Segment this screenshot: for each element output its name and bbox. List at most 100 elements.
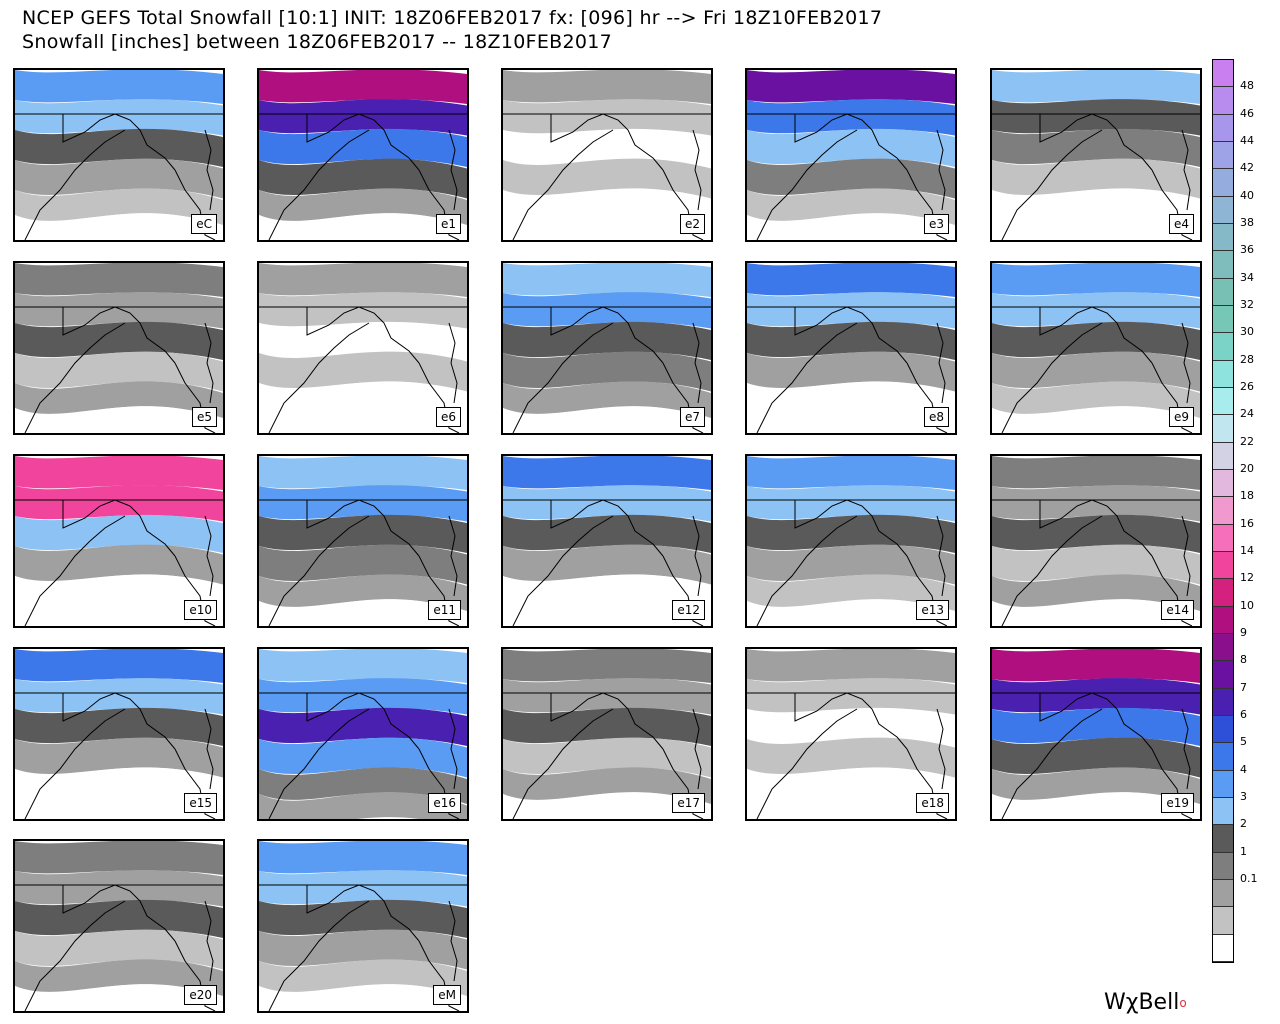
colorbar-tick-label: 42	[1240, 161, 1254, 175]
snowfall-map	[503, 649, 711, 819]
member-label: e1	[435, 214, 461, 234]
colorbar-tick-label: 5	[1240, 735, 1247, 749]
member-panel-e7: e7	[501, 261, 713, 435]
colorbar-segment	[1213, 114, 1233, 142]
member-panel-eM: eM	[257, 839, 469, 1013]
colorbar-tick-label: 10	[1240, 598, 1254, 612]
member-panel-e3: e3	[745, 68, 957, 242]
colorbar-segment	[1213, 224, 1233, 252]
member-label: e6	[435, 407, 461, 427]
member-panel-e15: e15	[13, 647, 225, 821]
colorbar-tick-label: 7	[1240, 680, 1247, 694]
colorbar-segment	[1213, 306, 1233, 334]
colorbar-segment	[1213, 579, 1233, 607]
snowfall-map	[747, 263, 955, 433]
colorbar-segment	[1213, 634, 1233, 662]
member-panel-e10: e10	[13, 454, 225, 628]
chart-title: NCEP GEFS Total Snowfall [10:1] INIT: 18…	[22, 7, 883, 29]
colorbar-segment	[1213, 251, 1233, 279]
colorbar-segment	[1213, 716, 1233, 744]
member-panel-e2: e2	[501, 68, 713, 242]
colorbar-segment	[1213, 60, 1233, 88]
colorbar-segment	[1213, 825, 1233, 853]
colorbar-tick-label: 32	[1240, 298, 1254, 311]
member-label: eC	[191, 214, 217, 234]
colorbar-segment	[1213, 661, 1233, 689]
colorbar-tick-label: 30	[1240, 325, 1254, 339]
chart-subtitle: Snowfall [inches] between 18Z06FEB2017 -…	[22, 31, 613, 53]
colorbar-tick-label: 8	[1240, 653, 1247, 667]
colorbar-tick-label: 9	[1240, 626, 1247, 639]
colorbar-segment	[1213, 880, 1233, 908]
member-panel-e18: e18	[745, 647, 957, 821]
member-panel-e20: e20	[13, 839, 225, 1013]
colorbar-tick-label: 1	[1240, 844, 1247, 858]
member-label: e13	[916, 600, 949, 620]
colorbar-segment	[1213, 934, 1233, 962]
snowfall-map	[503, 70, 711, 240]
member-label: e19	[1161, 793, 1194, 813]
colorbar-tick-label: 6	[1240, 708, 1247, 721]
snowfall-map	[503, 456, 711, 626]
snowfall-map	[259, 263, 467, 433]
colorbar-segment	[1213, 388, 1233, 416]
colorbar-segment	[1213, 87, 1233, 115]
member-panel-e5: e5	[13, 261, 225, 435]
colorbar-tick-label: 18	[1240, 489, 1254, 503]
colorbar-segment	[1213, 524, 1233, 552]
colorbar-tick-label: 3	[1240, 790, 1247, 803]
colorbar-segment	[1213, 470, 1233, 498]
colorbar-segment	[1213, 798, 1233, 826]
colorbar-tick-label: 46	[1240, 106, 1254, 120]
member-label: e8	[923, 407, 949, 427]
colorbar-segment	[1213, 415, 1233, 443]
colorbar-segment	[1213, 196, 1233, 224]
member-label: e4	[1168, 214, 1194, 234]
member-label: e12	[672, 600, 705, 620]
colorbar-tick-label: 44	[1240, 134, 1254, 147]
colorbar-tick-label: 14	[1240, 544, 1254, 557]
colorbar-tick-label: 0.1	[1240, 872, 1258, 885]
colorbar-tick-label: 20	[1240, 462, 1254, 475]
colorbar-segment	[1213, 497, 1233, 525]
colorbar-tick-label: 34	[1240, 270, 1254, 284]
member-label: e2	[679, 214, 705, 234]
snowfall-map	[259, 649, 467, 819]
colorbar-tick-label: 48	[1240, 79, 1254, 93]
colorbar-segment	[1213, 360, 1233, 388]
colorbar-tick-label: 26	[1240, 380, 1254, 393]
member-panel-e6: e6	[257, 261, 469, 435]
colorbar-segment	[1213, 770, 1233, 798]
member-panel-eC: eC	[13, 68, 225, 242]
member-label: e3	[923, 214, 949, 234]
member-panel-e14: e14	[990, 454, 1202, 628]
wxbell-logo: WχBello	[1104, 990, 1187, 1015]
snowfall-map	[259, 841, 467, 1011]
member-label: e20	[184, 985, 217, 1005]
member-panel-e12: e12	[501, 454, 713, 628]
colorbar-segment	[1213, 142, 1233, 170]
colorbar-segment	[1213, 333, 1233, 361]
member-panel-e19: e19	[990, 647, 1202, 821]
colorbar-segment	[1213, 852, 1233, 880]
colorbar-tick-label: 24	[1240, 407, 1254, 421]
snowfall-map	[992, 456, 1200, 626]
colorbar-tick-label: 38	[1240, 216, 1254, 229]
colorbar-tick-label: 36	[1240, 243, 1254, 257]
member-label: e15	[184, 793, 217, 813]
member-panel-e13: e13	[745, 454, 957, 628]
colorbar-tick-label: 12	[1240, 571, 1254, 585]
snowfall-map	[15, 263, 223, 433]
colorbar-tick-label: 22	[1240, 434, 1254, 448]
snowfall-map	[259, 70, 467, 240]
snowfall-map	[747, 70, 955, 240]
colorbar-segment	[1213, 278, 1233, 306]
snowfall-map	[15, 841, 223, 1011]
colorbar-tick-label: 40	[1240, 188, 1254, 202]
colorbar-segment	[1213, 552, 1233, 580]
member-label: e11	[428, 600, 461, 620]
snowfall-map	[15, 649, 223, 819]
member-panel-e17: e17	[501, 647, 713, 821]
member-panel-e9: e9	[990, 261, 1202, 435]
member-panel-e16: e16	[257, 647, 469, 821]
